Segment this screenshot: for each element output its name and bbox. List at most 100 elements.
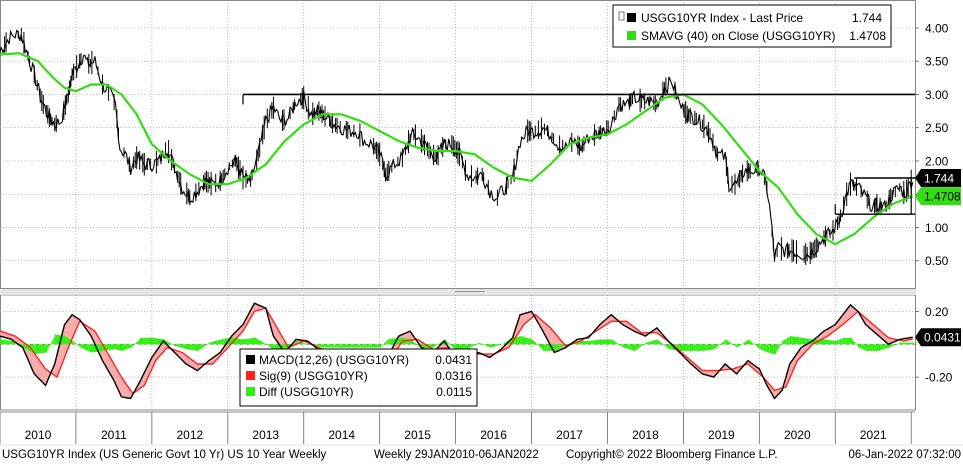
diff-bar (752, 343, 754, 345)
diff-bar (251, 338, 253, 345)
diff-bar (701, 344, 703, 351)
diff-bar (872, 344, 875, 351)
diff-bar (692, 344, 694, 351)
diff-bar (831, 340, 833, 345)
diff-bar (646, 342, 649, 345)
diff-bar (379, 344, 382, 348)
diff-bar (294, 342, 297, 345)
diff-bar (400, 337, 402, 345)
diff-bar (594, 340, 596, 345)
diff-bar (547, 344, 549, 351)
diff-bar (271, 344, 274, 350)
diff-bar (658, 340, 660, 345)
diff-bar (351, 344, 354, 348)
diff-bar (777, 344, 780, 349)
diff-bar (350, 344, 352, 348)
diff-bar (587, 341, 589, 345)
diff-bar (257, 339, 259, 345)
diff-bar (121, 344, 123, 351)
diff-bar (61, 335, 64, 345)
diff-bar (196, 344, 198, 351)
diff-bar (907, 342, 909, 345)
price-y-tick-label: 2.00 (925, 154, 949, 168)
diff-bar (782, 341, 784, 345)
diff-bar (279, 344, 281, 351)
diff-bar (481, 343, 483, 345)
macd-legend-label: MACD(12,26) (USGG10YR) (259, 353, 409, 367)
diff-bar (8, 340, 10, 345)
diff-bar (562, 344, 565, 346)
diff-bar (859, 344, 862, 349)
diff-bar (792, 336, 795, 345)
diff-bar (871, 344, 873, 351)
diff-bar (356, 344, 358, 348)
price-legend: USGG10YR Index - Last Price 1.744 SMAVG (4… (612, 4, 892, 48)
diff-bar (84, 344, 86, 350)
sma-series-line (0, 52, 914, 246)
diff-bar (207, 343, 209, 345)
diff-bar (5, 340, 8, 345)
diff-bar (309, 344, 311, 345)
diff-bar (96, 344, 99, 352)
diff-bar (644, 343, 646, 345)
diff-bar (683, 344, 686, 351)
diff-bar (307, 344, 309, 345)
diff-bar (283, 344, 285, 351)
diff-bar (132, 344, 134, 347)
diff-bar (821, 339, 823, 345)
diff-bar (194, 344, 197, 351)
diff-bar (28, 344, 30, 351)
last-price-tag: 1.744 (915, 168, 961, 187)
diff-bar (171, 344, 174, 345)
diff-bar (502, 343, 505, 345)
diff-bar (770, 344, 772, 354)
diff-bar (79, 344, 82, 348)
diff-bar (250, 338, 252, 345)
diff-bar (909, 342, 912, 345)
diff-bar (365, 344, 367, 348)
diff-bar (88, 344, 90, 352)
diff-bar (654, 340, 656, 345)
diff-bar (111, 344, 113, 350)
diff-bar (629, 344, 632, 350)
x-tick-label: 2014 (328, 428, 355, 442)
diff-bar (231, 337, 234, 345)
diff-bar (393, 338, 395, 345)
diff-bar (642, 344, 645, 345)
diff-bar (689, 344, 692, 351)
diff-bar (300, 342, 302, 345)
diff-bar (445, 340, 448, 345)
diff-bar (486, 344, 489, 347)
diff-bar (725, 339, 727, 345)
diff-bar (806, 338, 809, 345)
diff-bar (638, 344, 640, 348)
diff-bar (475, 344, 477, 345)
diff-bar (779, 344, 781, 347)
diff-bar (48, 344, 51, 347)
diff-bar (785, 339, 787, 345)
diff-bar (801, 337, 803, 345)
diff-bar (376, 344, 379, 348)
diff-bar (874, 344, 876, 351)
price-legend-value: 1.744 (852, 11, 882, 25)
diff-bar (258, 340, 261, 345)
diff-bar (328, 344, 331, 348)
diff-bar (262, 342, 265, 345)
diff-bar (705, 344, 707, 351)
diff-bar (318, 344, 320, 347)
diff-bar (897, 343, 899, 345)
diff-bar (424, 344, 426, 349)
diff-bar (353, 344, 355, 348)
diff-bar (371, 344, 373, 348)
diff-bar (267, 344, 269, 346)
diff-bar (652, 340, 655, 345)
diff-bar (260, 341, 262, 345)
diff-bar (795, 336, 797, 345)
diff-bar (766, 344, 769, 353)
diff-bar (891, 344, 893, 347)
diff-bar (686, 344, 689, 351)
diff-bar (105, 344, 107, 351)
diff-bar (430, 344, 432, 348)
diff-bar (368, 344, 370, 348)
diff-bar (853, 341, 855, 345)
